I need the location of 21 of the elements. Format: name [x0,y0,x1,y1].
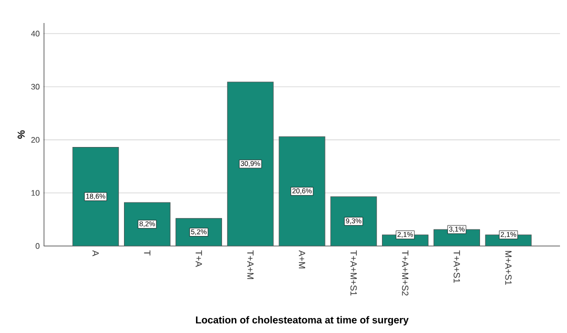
x-tick-label: A+M [298,250,306,268]
x-axis-title: Location of cholesteatoma at time of surgery [196,316,409,326]
x-tick-label: T+A+M [247,250,254,279]
x-tick-label: T+A+M+S1 [350,250,357,296]
x-tick-label: T+A [196,250,202,267]
bar [124,202,170,246]
bar [72,146,119,246]
x-tick-label: T+A+M+S2 [402,250,408,296]
x-tick-label: T [144,250,150,256]
y-tick-label: 30 [31,84,40,90]
bar [330,196,377,246]
bar [227,82,274,246]
y-tick-label: 40 [31,30,40,36]
bar [278,136,326,246]
x-tick-label: M+A+S1 [505,250,512,285]
y-axis-title: % [18,130,25,139]
x-tick-label: A [92,250,99,256]
y-tick-label: 20 [31,136,40,143]
y-tick-label: 0 [36,243,40,249]
x-tick-label: T+A+S1 [454,250,460,283]
y-tick-label: 10 [32,190,40,196]
